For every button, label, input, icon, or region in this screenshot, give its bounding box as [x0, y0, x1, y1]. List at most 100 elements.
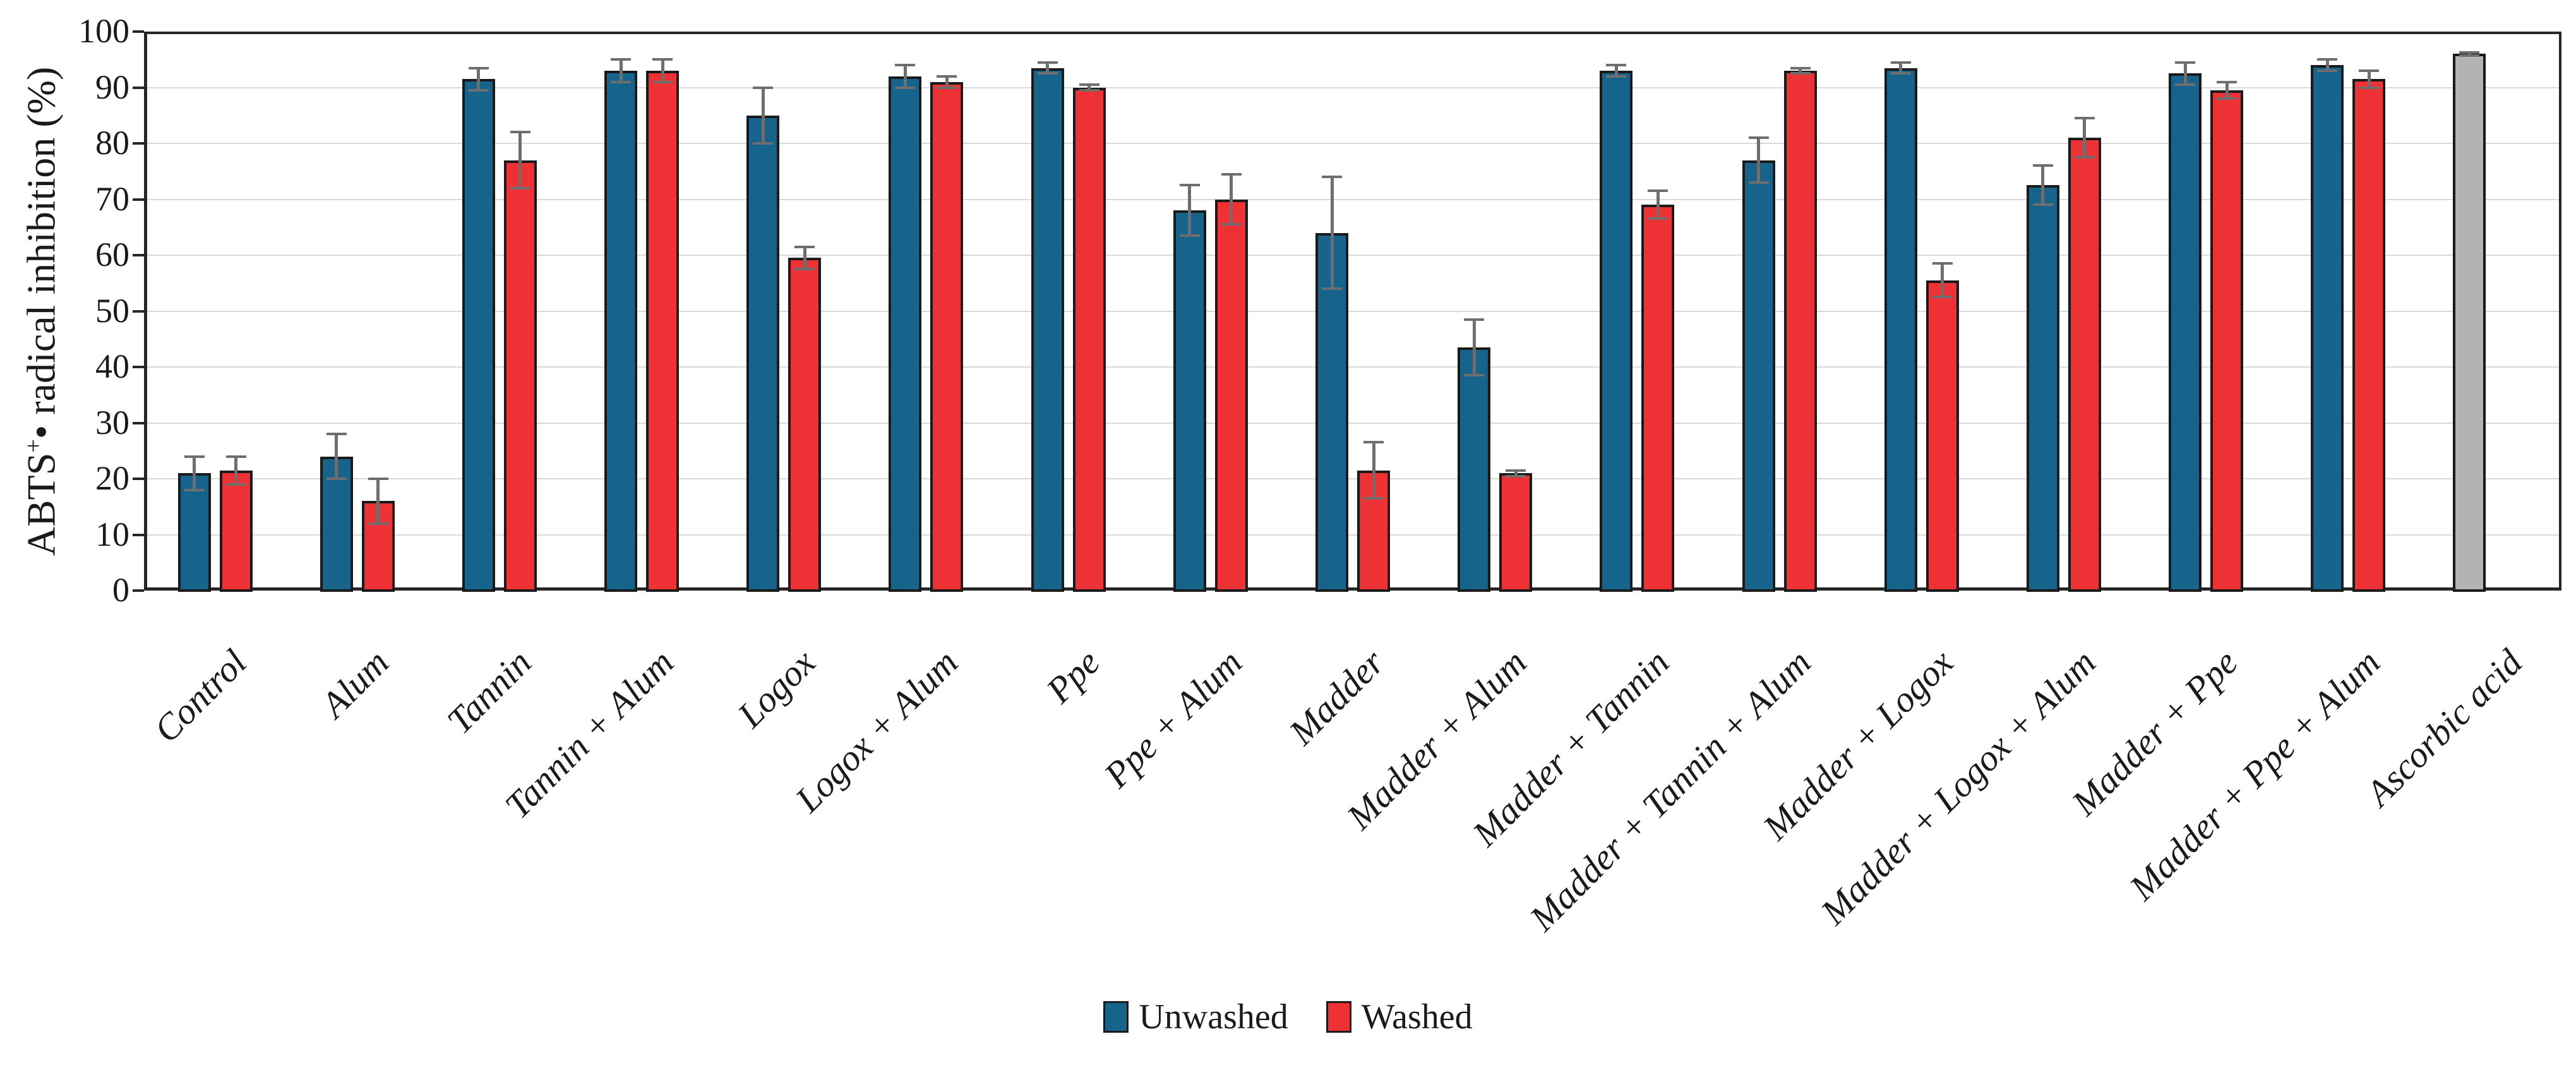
error-bar-cap [937, 86, 957, 89]
y-tick-mark-40 [133, 366, 144, 368]
bar-unwashed [1031, 68, 1064, 592]
gridline-60 [144, 255, 2561, 256]
bar-washed [646, 70, 680, 592]
error-bar-line [2325, 59, 2329, 71]
y-tick-mark-90 [133, 86, 144, 89]
gridline-20 [144, 478, 2561, 479]
y-axis-title-prefix: ABTS [18, 452, 63, 556]
bar-washed [1783, 70, 1817, 592]
bar-washed [2068, 138, 2101, 592]
x-category-label: Madder + Logox + Alum [1812, 641, 2104, 933]
bar-ascorbic-acid [2453, 54, 2486, 592]
bar-washed [503, 160, 537, 592]
error-bar-line [1330, 177, 1334, 289]
y-tick-label-70: 70 [95, 179, 129, 218]
error-bar-cap [1932, 296, 1953, 299]
error-bar-cap [2217, 80, 2238, 83]
gridline-50 [144, 310, 2561, 312]
y-tick-label-20: 20 [95, 459, 129, 497]
y-axis-title: ABTS+• radical inhibition (%) [3, 32, 79, 591]
error-bar-cap [1648, 217, 1668, 220]
error-bar-cap [1464, 318, 1485, 321]
error-bar-line [903, 65, 907, 88]
error-bar-cap [652, 80, 673, 83]
bar-unwashed [746, 115, 780, 592]
bar-washed [1214, 199, 1248, 592]
error-bar-line [1899, 62, 1903, 74]
bar-unwashed [462, 79, 495, 592]
radical-bullet-glyph: • [18, 424, 63, 439]
error-bar-line [2041, 165, 2045, 205]
error-bar-line [1614, 65, 1618, 76]
bar-unwashed [889, 76, 922, 592]
legend-label-washed: Washed [1361, 997, 1473, 1037]
error-bar-cap [753, 142, 774, 145]
error-bar-line [1372, 442, 1375, 498]
error-bar-cap [2032, 164, 2053, 167]
error-bar-cap [1079, 83, 1099, 87]
error-bar-cap [368, 522, 388, 525]
error-bar-cap [1890, 72, 1911, 75]
y-axis-title-superscript: + [20, 438, 47, 453]
error-bar-cap [2074, 156, 2095, 159]
error-bar-line [2225, 81, 2229, 99]
y-tick-label-80: 80 [95, 123, 129, 162]
x-category-label: Alum [313, 641, 397, 726]
x-category-label: Control [146, 641, 255, 750]
error-bar-line [376, 479, 380, 524]
error-bar-line [1757, 138, 1761, 183]
error-bar-line [193, 456, 196, 490]
x-category-label: Madder + Tannin + Alum [1521, 641, 1819, 939]
y-axis-title-text: ABTS+• radical inhibition (%) [18, 66, 64, 556]
error-bar-line [945, 76, 949, 88]
error-bar-line [2367, 70, 2371, 88]
bar-washed [219, 470, 253, 592]
error-bar-line [234, 456, 238, 484]
bar-washed [2352, 79, 2386, 592]
error-bar-line [335, 434, 338, 479]
error-bar-line [1514, 470, 1518, 476]
bar-unwashed [604, 70, 638, 592]
error-bar-cap [1606, 64, 1627, 67]
y-tick-label-40: 40 [95, 347, 129, 385]
bar-washed [1641, 205, 1675, 592]
error-bar-cap [1790, 72, 1811, 75]
error-bar-cap [510, 186, 530, 189]
error-bar-line [1230, 174, 1233, 225]
error-bar-cap [1037, 61, 1058, 64]
error-bar-cap [510, 131, 530, 134]
error-bar-cap [1464, 374, 1485, 377]
error-bar-cap [794, 268, 815, 271]
bar-washed [1499, 473, 1533, 592]
error-bar-cap [652, 58, 673, 61]
error-bar-cap [468, 88, 489, 92]
error-bar-cap [611, 80, 632, 83]
legend: Unwashed Washed [0, 997, 2576, 1037]
error-bar-cap [326, 433, 347, 436]
error-bar-cap [1748, 181, 1769, 184]
error-bar-line [518, 132, 522, 188]
bar-washed [930, 81, 964, 592]
gridline-40 [144, 366, 2561, 368]
error-bar-cap [2217, 97, 2238, 100]
plot-area-border [144, 32, 2561, 591]
error-bar-cap [1363, 496, 1384, 500]
error-bar-cap [2459, 54, 2480, 57]
error-bar-cap [184, 455, 205, 458]
y-tick-label-10: 10 [95, 515, 129, 553]
error-bar-cap [2175, 61, 2196, 64]
x-category-label: Logox [729, 641, 824, 736]
error-bar-line [1046, 62, 1050, 74]
bar-unwashed [1884, 68, 1917, 592]
error-bar-cap [2317, 58, 2338, 61]
x-category-label: Ppe + Alum [1096, 641, 1250, 796]
error-bar-line [1472, 319, 1476, 376]
error-bar-line [1656, 191, 1660, 219]
error-bar-cap [1506, 469, 1526, 472]
y-tick-label-60: 60 [95, 235, 129, 274]
bar-washed [1072, 87, 1106, 592]
error-bar-cap [1748, 136, 1769, 140]
bar-washed [788, 258, 822, 592]
error-bar-cap [368, 478, 388, 480]
error-bar-cap [937, 75, 957, 78]
